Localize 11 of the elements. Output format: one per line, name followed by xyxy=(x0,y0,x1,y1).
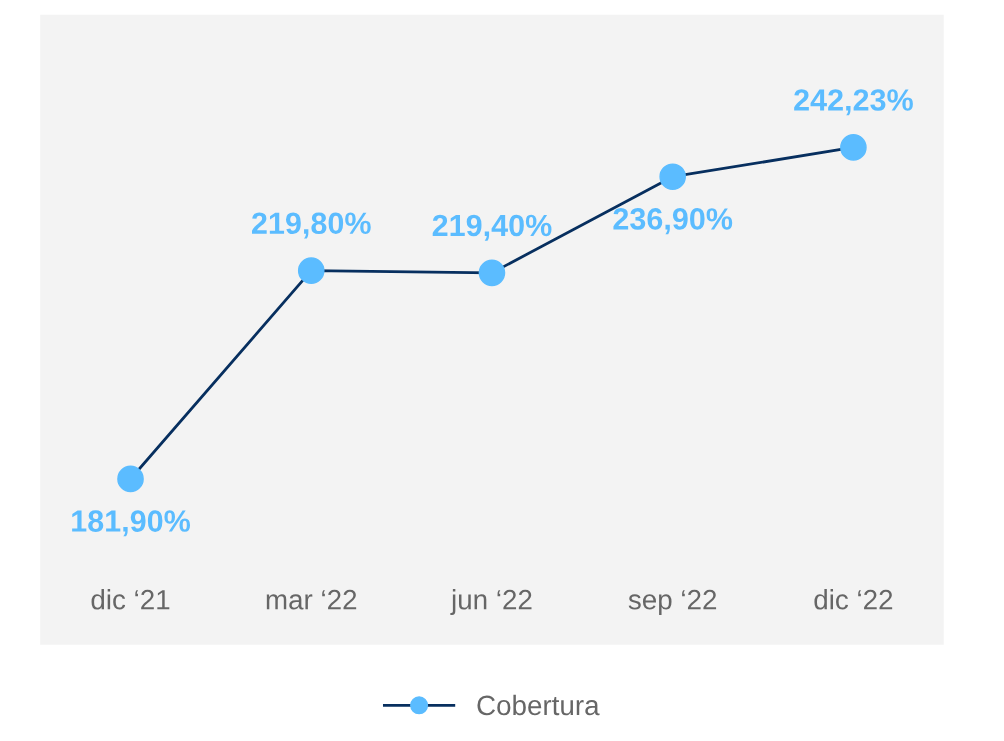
data-label: 219,80% xyxy=(251,212,371,239)
data-label: 242,23% xyxy=(794,89,913,116)
x-tick-label: mar ‘22 xyxy=(266,589,357,610)
x-tick-label: sep ‘22 xyxy=(628,589,717,616)
x-tick-label: dic ‘22 xyxy=(814,589,893,610)
data-label: 181,90% xyxy=(72,510,191,537)
x-tick-label: jun ‘22 xyxy=(450,589,532,616)
data-label: 219,40% xyxy=(432,214,552,241)
data-label: 236,90% xyxy=(613,208,733,235)
legend-label: Cobertura xyxy=(477,694,600,716)
x-tick-label: dic ‘21 xyxy=(91,589,170,610)
